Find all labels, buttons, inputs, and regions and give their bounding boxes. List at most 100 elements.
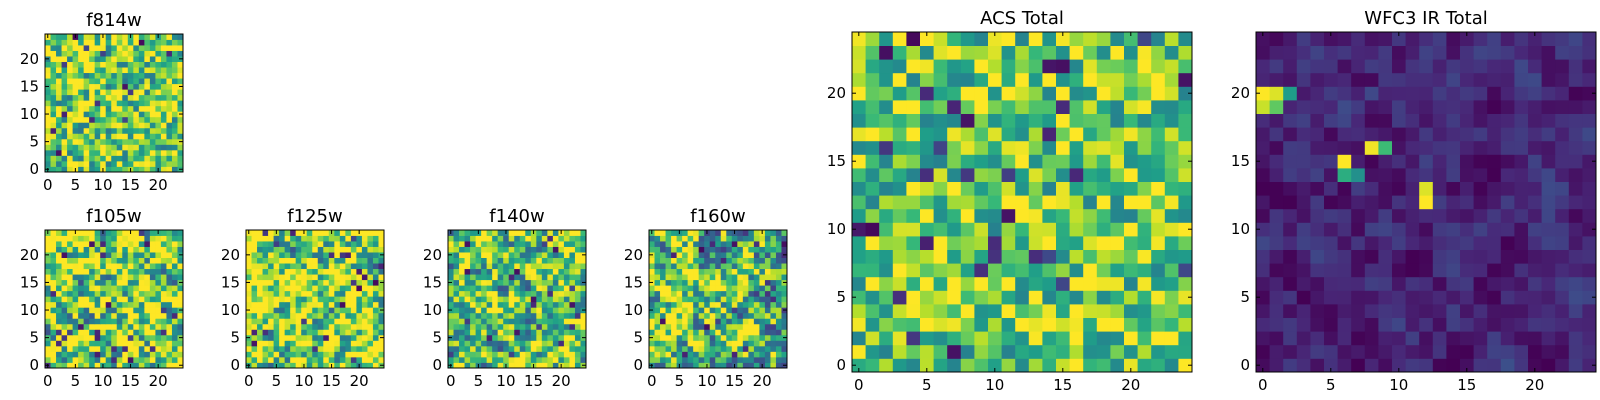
- heatmap-cell: [361, 241, 368, 247]
- heatmap-cell: [1500, 358, 1515, 373]
- heatmap-cell: [726, 351, 733, 358]
- heatmap-cell: [122, 312, 129, 319]
- heatmap-cell: [775, 268, 782, 275]
- heatmap-cell: [1028, 222, 1043, 237]
- heatmap-cell: [514, 279, 521, 286]
- heatmap-cell: [1487, 59, 1502, 74]
- heatmap-cell: [715, 241, 722, 247]
- heatmap-cell: [78, 252, 85, 258]
- heatmap-cell: [345, 334, 352, 341]
- heatmap-cell: [775, 246, 782, 253]
- heatmap-cell: [61, 279, 68, 286]
- heatmap-cell: [770, 274, 777, 281]
- heatmap-cell: [301, 279, 308, 286]
- heatmap-cell: [306, 257, 313, 264]
- heatmap-cell: [94, 285, 101, 292]
- heatmap-cell: [251, 356, 258, 363]
- y-tick-label: 20: [1231, 84, 1250, 102]
- heatmap-cell: [906, 208, 921, 223]
- heatmap-cell: [906, 154, 921, 169]
- heatmap-cell: [273, 296, 280, 303]
- heatmap-cell: [770, 257, 777, 264]
- heatmap-cell: [111, 34, 118, 40]
- heatmap-cell: [459, 318, 465, 325]
- heatmap-cell: [177, 312, 184, 319]
- heatmap-cell: [171, 61, 178, 68]
- heatmap-cell: [89, 235, 96, 242]
- heatmap-cell: [1432, 113, 1447, 128]
- heatmap-cell: [105, 235, 112, 242]
- heatmap-cell: [1432, 127, 1447, 142]
- heatmap-cell: [525, 246, 532, 253]
- heatmap-cell: [1028, 168, 1043, 182]
- heatmap-cell: [514, 252, 521, 258]
- heatmap-cell: [1015, 358, 1030, 373]
- heatmap-cell: [1296, 331, 1311, 346]
- heatmap-cell: [111, 144, 118, 151]
- heatmap-cell: [1151, 154, 1166, 169]
- heatmap-cell: [693, 230, 700, 236]
- heatmap-cell: [1151, 100, 1166, 114]
- heatmap-cell: [709, 268, 716, 275]
- heatmap-cell: [160, 312, 167, 319]
- heatmap-cell: [72, 274, 79, 281]
- heatmap-cell: [67, 138, 73, 145]
- heatmap-cell: [649, 318, 655, 325]
- heatmap-cell: [334, 241, 341, 247]
- heatmap-cell: [1096, 236, 1111, 250]
- heatmap-cell: [133, 274, 140, 281]
- heatmap-cell: [1337, 208, 1352, 223]
- heatmap-cell: [306, 290, 313, 297]
- heatmap-cell: [1056, 154, 1070, 169]
- heatmap-cell: [138, 105, 145, 112]
- heatmap-cell: [541, 307, 548, 314]
- heatmap-cell: [177, 39, 184, 46]
- heatmap-cell: [138, 111, 145, 118]
- heatmap-cell: [525, 362, 532, 369]
- heatmap-cell: [1337, 127, 1352, 142]
- heatmap-cell: [519, 356, 526, 363]
- heatmap-cell: [580, 356, 587, 363]
- heatmap-cell: [133, 362, 140, 369]
- heatmap-cell: [709, 290, 716, 297]
- heatmap-cell: [737, 362, 744, 369]
- heatmap-cell: [122, 323, 129, 330]
- heatmap-cell: [748, 356, 755, 363]
- heatmap-cell: [693, 301, 700, 308]
- heatmap-cell: [1069, 195, 1084, 210]
- heatmap-cell: [852, 304, 866, 318]
- heatmap-cell: [547, 334, 554, 341]
- heatmap-cell: [1056, 208, 1070, 223]
- heatmap-cell: [257, 318, 263, 325]
- heatmap-cell: [764, 318, 771, 325]
- heatmap-cell: [1324, 154, 1338, 169]
- heatmap-cell: [704, 345, 711, 352]
- heatmap-cell: [1269, 276, 1284, 291]
- heatmap-cell: [116, 138, 123, 145]
- heatmap-cell: [1001, 32, 1016, 46]
- heatmap-cell: [693, 268, 700, 275]
- heatmap-cell: [1151, 317, 1166, 332]
- heatmap-cell: [1541, 59, 1556, 74]
- heatmap-cell: [453, 301, 460, 308]
- heatmap-cell: [974, 140, 989, 155]
- heatmap-cell: [737, 279, 744, 286]
- heatmap-cell: [1015, 317, 1030, 332]
- heatmap-cell: [676, 296, 683, 303]
- heatmap-cell: [514, 334, 521, 341]
- heatmap-cell: [649, 356, 655, 363]
- heatmap-cell: [67, 285, 73, 292]
- heatmap-cell: [1178, 181, 1193, 196]
- heatmap-cell: [1473, 222, 1488, 237]
- heatmap-cell: [1001, 113, 1016, 128]
- heatmap-cell: [781, 301, 788, 308]
- heatmap-cell: [682, 356, 689, 363]
- heatmap-cell: [1001, 168, 1016, 182]
- heatmap-cell: [361, 312, 368, 319]
- heatmap-cell: [704, 279, 711, 286]
- heatmap-cell: [339, 230, 346, 236]
- heatmap-cell: [1555, 127, 1570, 142]
- heatmap-cell: [682, 323, 689, 330]
- heatmap-cell: [775, 323, 782, 330]
